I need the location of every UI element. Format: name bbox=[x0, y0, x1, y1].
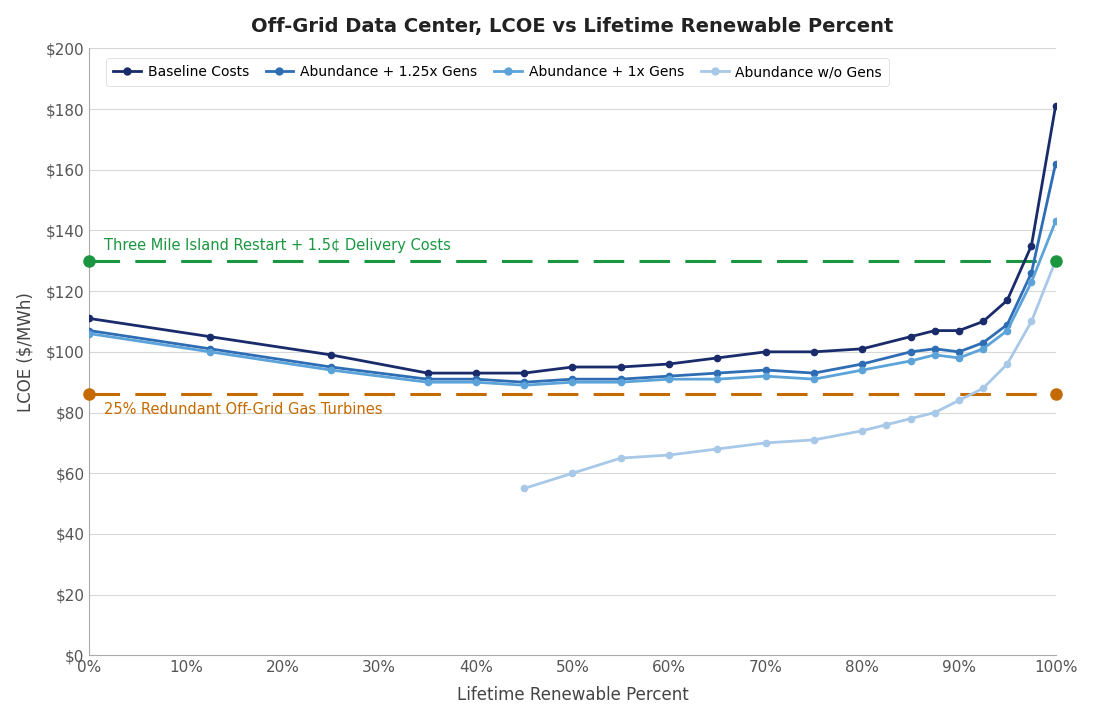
Abundance + 1.25x Gens bbox=[1049, 159, 1062, 168]
Baseline Costs bbox=[1049, 102, 1062, 110]
Y-axis label: LCOE ($/MWh): LCOE ($/MWh) bbox=[16, 292, 35, 412]
Abundance + 1x Gens bbox=[759, 372, 772, 381]
Line: Abundance + 1x Gens: Abundance + 1x Gens bbox=[86, 218, 1059, 389]
Baseline Costs bbox=[711, 353, 724, 362]
Text: 25% Redundant Off-Grid Gas Turbines: 25% Redundant Off-Grid Gas Turbines bbox=[104, 402, 383, 417]
Baseline Costs bbox=[953, 327, 966, 335]
Abundance w/o Gens bbox=[928, 408, 941, 417]
Abundance w/o Gens bbox=[904, 415, 917, 423]
Baseline Costs bbox=[1025, 242, 1038, 250]
Baseline Costs bbox=[325, 350, 338, 359]
Baseline Costs bbox=[566, 363, 579, 371]
Abundance + 1.25x Gens bbox=[953, 348, 966, 356]
Abundance + 1.25x Gens bbox=[928, 345, 941, 353]
Abundance + 1.25x Gens bbox=[977, 338, 990, 347]
Abundance w/o Gens bbox=[614, 454, 627, 462]
Abundance w/o Gens bbox=[856, 426, 869, 435]
Abundance w/o Gens bbox=[1001, 360, 1014, 368]
Baseline Costs bbox=[977, 317, 990, 326]
Abundance + 1x Gens bbox=[977, 345, 990, 353]
Baseline Costs bbox=[807, 348, 820, 356]
Abundance + 1x Gens bbox=[663, 375, 676, 384]
Abundance w/o Gens bbox=[807, 435, 820, 444]
Abundance + 1.25x Gens bbox=[421, 375, 434, 384]
Abundance + 1.25x Gens bbox=[566, 375, 579, 384]
Abundance w/o Gens bbox=[711, 445, 724, 454]
Abundance + 1.25x Gens bbox=[904, 348, 917, 356]
Abundance w/o Gens bbox=[759, 438, 772, 447]
Abundance + 1x Gens bbox=[325, 366, 338, 374]
Abundance + 1x Gens bbox=[517, 381, 531, 389]
Baseline Costs bbox=[517, 368, 531, 377]
Abundance + 1.25x Gens bbox=[663, 372, 676, 381]
Line: Abundance + 1.25x Gens: Abundance + 1.25x Gens bbox=[86, 161, 1059, 385]
Baseline Costs bbox=[614, 363, 627, 371]
Line: Baseline Costs: Baseline Costs bbox=[86, 103, 1059, 376]
Abundance + 1x Gens bbox=[953, 353, 966, 362]
Abundance + 1x Gens bbox=[807, 375, 820, 384]
Abundance + 1.25x Gens bbox=[517, 378, 531, 386]
Title: Off-Grid Data Center, LCOE vs Lifetime Renewable Percent: Off-Grid Data Center, LCOE vs Lifetime R… bbox=[252, 17, 894, 35]
Baseline Costs bbox=[928, 327, 941, 335]
Line: Abundance w/o Gens: Abundance w/o Gens bbox=[521, 257, 1059, 492]
Abundance + 1x Gens bbox=[566, 378, 579, 386]
Abundance + 1x Gens bbox=[1025, 278, 1038, 286]
Text: Three Mile Island Restart + 1.5¢ Delivery Costs: Three Mile Island Restart + 1.5¢ Deliver… bbox=[104, 238, 451, 253]
Abundance + 1.25x Gens bbox=[711, 368, 724, 377]
Legend: Baseline Costs, Abundance + 1.25x Gens, Abundance + 1x Gens, Abundance w/o Gens: Baseline Costs, Abundance + 1.25x Gens, … bbox=[106, 58, 889, 87]
Abundance + 1.25x Gens bbox=[83, 327, 96, 335]
Abundance + 1.25x Gens bbox=[325, 363, 338, 371]
Baseline Costs bbox=[1001, 296, 1014, 304]
Abundance w/o Gens bbox=[977, 384, 990, 393]
Abundance + 1.25x Gens bbox=[807, 368, 820, 377]
Abundance + 1x Gens bbox=[904, 357, 917, 366]
Abundance + 1x Gens bbox=[711, 375, 724, 384]
Abundance w/o Gens bbox=[880, 420, 893, 429]
Abundance w/o Gens bbox=[663, 451, 676, 459]
Abundance w/o Gens bbox=[953, 396, 966, 404]
Baseline Costs bbox=[203, 332, 217, 341]
Abundance + 1x Gens bbox=[1001, 327, 1014, 335]
Baseline Costs bbox=[759, 348, 772, 356]
Abundance + 1.25x Gens bbox=[1025, 269, 1038, 278]
Baseline Costs bbox=[856, 345, 869, 353]
Abundance w/o Gens bbox=[566, 469, 579, 477]
Baseline Costs bbox=[421, 368, 434, 377]
Abundance + 1x Gens bbox=[83, 329, 96, 338]
Abundance + 1.25x Gens bbox=[469, 375, 482, 384]
Abundance w/o Gens bbox=[1049, 257, 1062, 265]
X-axis label: Lifetime Renewable Percent: Lifetime Renewable Percent bbox=[456, 686, 688, 704]
Baseline Costs bbox=[469, 368, 482, 377]
Abundance + 1.25x Gens bbox=[203, 345, 217, 353]
Baseline Costs bbox=[904, 332, 917, 341]
Abundance + 1x Gens bbox=[856, 366, 869, 374]
Abundance + 1.25x Gens bbox=[759, 366, 772, 374]
Abundance + 1.25x Gens bbox=[1001, 320, 1014, 329]
Abundance + 1.25x Gens bbox=[614, 375, 627, 384]
Baseline Costs bbox=[83, 314, 96, 323]
Abundance + 1x Gens bbox=[928, 350, 941, 359]
Abundance + 1.25x Gens bbox=[856, 360, 869, 368]
Abundance w/o Gens bbox=[1025, 317, 1038, 326]
Abundance + 1x Gens bbox=[469, 378, 482, 386]
Abundance + 1x Gens bbox=[421, 378, 434, 386]
Abundance w/o Gens bbox=[517, 484, 531, 492]
Abundance + 1x Gens bbox=[614, 378, 627, 386]
Abundance + 1x Gens bbox=[203, 348, 217, 356]
Baseline Costs bbox=[663, 360, 676, 368]
Abundance + 1x Gens bbox=[1049, 217, 1062, 226]
